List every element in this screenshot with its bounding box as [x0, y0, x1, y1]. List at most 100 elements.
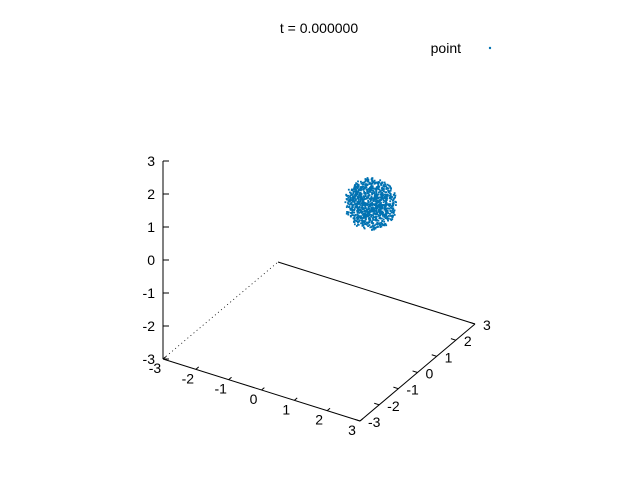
data-point: [372, 192, 375, 195]
data-point: [372, 187, 375, 190]
data-point: [364, 215, 366, 218]
data-point: [370, 198, 373, 201]
data-point: [357, 188, 360, 191]
data-point: [352, 200, 354, 203]
data-point: [381, 186, 384, 189]
data-point: [359, 208, 362, 211]
data-point: [389, 192, 391, 195]
data-point: [383, 196, 386, 198]
data-point: [351, 210, 354, 212]
data-point: [386, 216, 388, 218]
data-point: [379, 223, 382, 226]
data-point: [372, 181, 375, 183]
data-point: [354, 194, 357, 197]
data-point: [353, 208, 356, 210]
data-point: [392, 202, 395, 205]
data-point: [355, 202, 358, 205]
data-point: [387, 212, 390, 215]
data-point: [362, 185, 365, 188]
data-point: [367, 200, 370, 202]
data-point: [351, 197, 354, 200]
data-point: [361, 205, 364, 207]
data-point: [365, 215, 367, 218]
data-point: [373, 179, 376, 182]
data-point: [367, 203, 370, 206]
data-point: [353, 190, 356, 193]
data-point: [356, 187, 359, 190]
data-point: [349, 207, 352, 210]
data-point: [352, 192, 355, 195]
data-point: [368, 221, 371, 224]
data-point: [367, 180, 370, 183]
data-point: [365, 197, 368, 200]
data-point: [371, 208, 374, 211]
data-point: [357, 185, 360, 188]
data-point: [369, 209, 372, 212]
data-point: [393, 193, 395, 196]
data-point: [383, 208, 386, 211]
data-point: [351, 204, 354, 207]
data-point: [369, 182, 372, 185]
data-point: [375, 218, 378, 221]
data-point: [363, 195, 366, 198]
y-tick-label: -1: [406, 382, 419, 398]
data-point: [381, 195, 384, 197]
data-point: [377, 204, 380, 206]
data-point: [378, 214, 380, 217]
data-point: [378, 185, 381, 188]
data-point: [365, 218, 367, 221]
data-point: [364, 194, 367, 197]
data-point: [389, 213, 391, 215]
data-point: [370, 184, 373, 187]
data-point: [352, 190, 355, 193]
data-point: [365, 221, 368, 224]
data-point: [387, 219, 389, 222]
data-point: [356, 207, 359, 210]
data-point: [363, 190, 366, 193]
data-point: [382, 224, 385, 226]
data-point: [375, 206, 377, 209]
data-point: [378, 188, 381, 191]
data-point: [355, 185, 358, 188]
data-point: [350, 193, 353, 196]
data-point: [379, 199, 381, 202]
data-point: [358, 202, 361, 204]
data-point: [360, 215, 362, 218]
data-point: [386, 193, 389, 196]
data-point: [360, 182, 363, 185]
data-point: [363, 192, 366, 194]
data-point: [371, 182, 374, 185]
data-point: [367, 205, 370, 208]
data-point: [381, 189, 384, 192]
data-point: [350, 208, 353, 210]
data-point: [354, 189, 356, 191]
data-point: [371, 185, 374, 188]
data-point: [351, 196, 354, 199]
data-point: [354, 203, 356, 206]
data-point: [373, 209, 375, 212]
data-point: [389, 204, 392, 206]
data-point: [380, 205, 382, 208]
data-point: [377, 193, 380, 196]
data-point: [370, 207, 373, 210]
data-point: [380, 184, 383, 186]
data-point: [391, 216, 394, 219]
data-point: [377, 183, 380, 186]
data-point: [370, 215, 372, 218]
data-point: [378, 222, 381, 225]
data-point: [394, 194, 397, 197]
data-point: [368, 219, 371, 222]
data-point: [370, 210, 373, 213]
y-tick: [450, 338, 456, 341]
data-point: [361, 201, 364, 204]
data-point: [362, 207, 365, 210]
data-point: [355, 192, 358, 195]
data-point: [393, 196, 396, 199]
data-point: [360, 193, 363, 195]
data-point: [364, 184, 367, 187]
data-point: [355, 205, 358, 208]
data-point: [346, 195, 348, 197]
data-point: [359, 197, 362, 200]
data-point: [385, 211, 388, 214]
